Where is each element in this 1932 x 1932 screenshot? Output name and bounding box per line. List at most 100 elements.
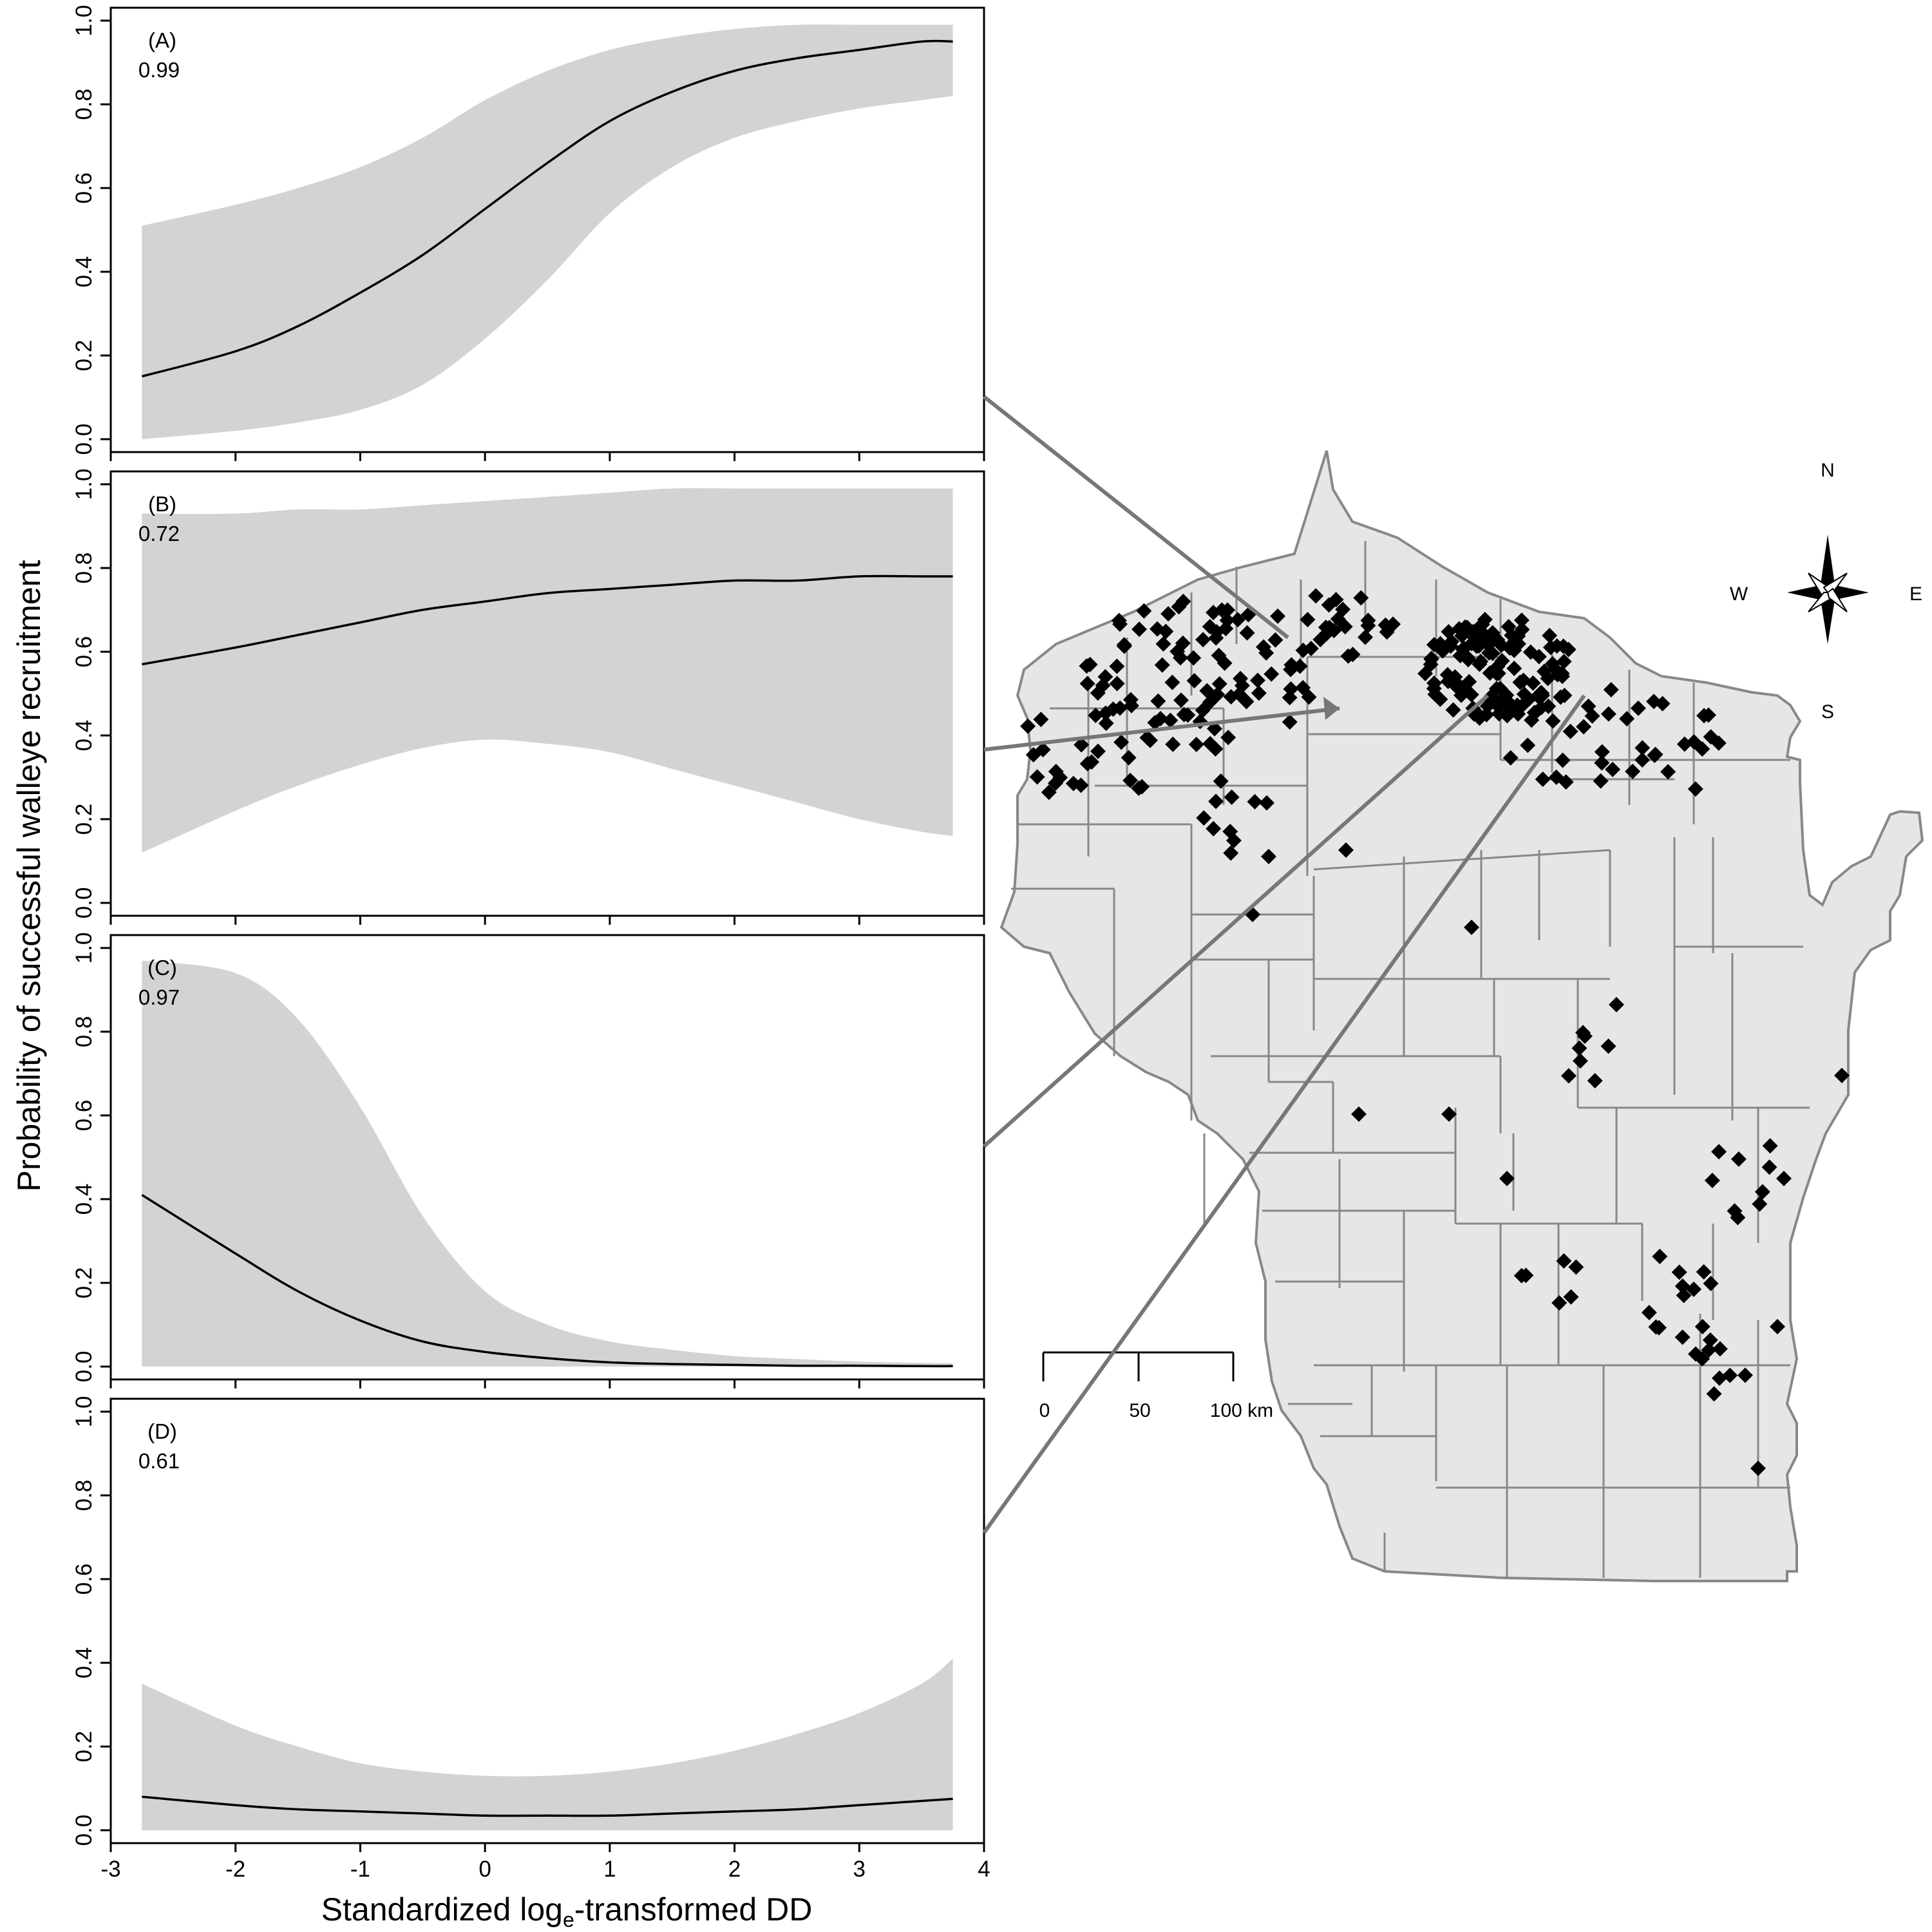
lake-point-icon — [1261, 849, 1276, 864]
fitted-line — [142, 574, 953, 666]
lake-point-icon — [1154, 657, 1170, 673]
lake-point-icon — [1048, 764, 1064, 780]
lake-point-icon — [1513, 1267, 1530, 1283]
lake-point-icon — [1674, 1329, 1690, 1345]
lake-point-icon — [1206, 820, 1222, 837]
lake-point-icon — [1712, 1370, 1727, 1386]
lake-point-icon — [1121, 750, 1137, 766]
lake-point-icon — [1131, 781, 1147, 797]
lake-point-icon — [1560, 1068, 1577, 1084]
y-tick-label: 0.8 — [71, 1480, 97, 1511]
lake-point-icon — [1484, 625, 1501, 641]
y-tick-label: 0.4 — [71, 1647, 97, 1679]
lake-point-icon — [1605, 761, 1621, 777]
lake-point-icon — [1553, 689, 1569, 705]
lake-point-icon — [1686, 1282, 1702, 1298]
lake-point-icon — [1522, 644, 1539, 660]
lake-point-icon — [1563, 1289, 1579, 1305]
lake-point-icon — [1258, 645, 1274, 661]
lake-point-icon — [1155, 636, 1171, 652]
lake-point-icon — [1499, 1171, 1515, 1186]
lake-point-icon — [1752, 1196, 1768, 1212]
y-tick-label: 0.0 — [71, 1351, 97, 1383]
lake-point-icon — [1493, 638, 1510, 654]
x-tick-label: 2 — [728, 1857, 741, 1882]
panel-frame — [109, 470, 985, 917]
lake-point-icon — [1750, 1461, 1766, 1476]
lake-point-icon — [1504, 627, 1520, 643]
panel-value: 0.99 — [138, 58, 180, 82]
lake-point-icon — [1520, 737, 1536, 753]
lake-point-icon — [1562, 723, 1578, 739]
y-axis-title: Probability of successful walleye recrui… — [11, 560, 47, 1191]
lake-point-icon — [1188, 737, 1204, 753]
lake-point-icon — [1445, 702, 1461, 718]
lake-point-icon — [1549, 638, 1565, 654]
y-tick-label: 0.8 — [71, 553, 97, 584]
lake-point-icon — [1426, 637, 1442, 653]
lake-point-icon — [1455, 640, 1472, 656]
lake-point-icon — [1267, 632, 1283, 648]
lake-point-icon — [1520, 691, 1537, 707]
lake-point-icon — [1472, 656, 1488, 672]
panel-label: (D) — [147, 1419, 177, 1443]
lake-point-icon — [1730, 1151, 1747, 1167]
y-tick-label: 0.0 — [71, 1815, 97, 1846]
compass-s: S — [1821, 701, 1834, 723]
lake-point-icon — [1512, 674, 1528, 690]
lake-point-icon — [1762, 1138, 1778, 1154]
lake-point-icon — [1308, 588, 1324, 604]
panel-d: 0.0 0.2 0.4 0.6 0.8 1.0 -3 -2 -1 0 1 2 3 4 (D) 0.61 — [71, 1396, 990, 1882]
y-tick-label: 0.0 — [71, 424, 97, 455]
lake-point-icon — [1098, 715, 1114, 732]
x-axis-title-main: Standardized log — [321, 1891, 563, 1927]
lake-point-icon — [1648, 1319, 1664, 1335]
lake-point-icon — [1282, 714, 1298, 730]
lake-point-icon — [1209, 687, 1226, 703]
lake-point-icon — [1481, 645, 1497, 661]
lake-point-icon — [1554, 668, 1570, 685]
x-axis-title-suffix: -transformed DD — [574, 1891, 813, 1927]
lake-point-icon — [1676, 1287, 1692, 1303]
lake-point-icon — [1441, 1106, 1457, 1122]
x-axis-title: Standardized loge-transformed DD — [321, 1891, 813, 1931]
lake-point-icon — [1303, 641, 1319, 657]
lake-point-icon — [1594, 755, 1610, 771]
x-tick-label: 3 — [853, 1857, 866, 1882]
lake-point-icon — [1556, 654, 1572, 670]
y-tick-label: 1.0 — [71, 1396, 97, 1428]
lake-point-icon — [1074, 737, 1090, 753]
lake-point-icon — [1223, 845, 1239, 861]
lake-point-icon — [1213, 773, 1229, 789]
scale-bar — [1042, 1351, 1235, 1381]
lake-point-icon — [1671, 1264, 1687, 1280]
panel-connectors — [982, 395, 1586, 1534]
lake-point-icon — [1423, 656, 1439, 672]
lake-point-icon — [1209, 624, 1225, 640]
confidence-band — [142, 1658, 953, 1830]
lake-point-icon — [1432, 691, 1448, 707]
lake-point-icon — [1502, 750, 1519, 766]
lake-point-icon — [1338, 842, 1354, 858]
lake-point-icon — [1351, 1106, 1367, 1122]
lake-point-icon — [1443, 638, 1459, 654]
lake-point-icon — [1560, 641, 1577, 658]
lake-point-icon — [1088, 707, 1104, 723]
lake-point-icon — [1463, 687, 1479, 703]
lake-point-icon — [1112, 700, 1128, 716]
lake-point-icon — [1084, 754, 1100, 770]
lake-point-icon — [1754, 1184, 1770, 1200]
connector-c — [982, 694, 1490, 1148]
y-tick-label: 1.0 — [71, 5, 97, 37]
connector-arrow-icon — [1323, 697, 1340, 720]
lake-point-icon — [1360, 618, 1376, 634]
lake-point-icon — [1634, 740, 1651, 756]
lake-point-icon — [1600, 706, 1616, 722]
lake-point-icon — [1694, 1318, 1710, 1334]
lake-point-icon — [1634, 752, 1651, 768]
scale-label-0: 0 — [1039, 1400, 1050, 1421]
x-tick-label: 0 — [478, 1857, 491, 1882]
lake-point-icon — [1122, 772, 1139, 788]
compass-n: N — [1821, 460, 1835, 481]
lake-point-icon — [1247, 793, 1263, 810]
